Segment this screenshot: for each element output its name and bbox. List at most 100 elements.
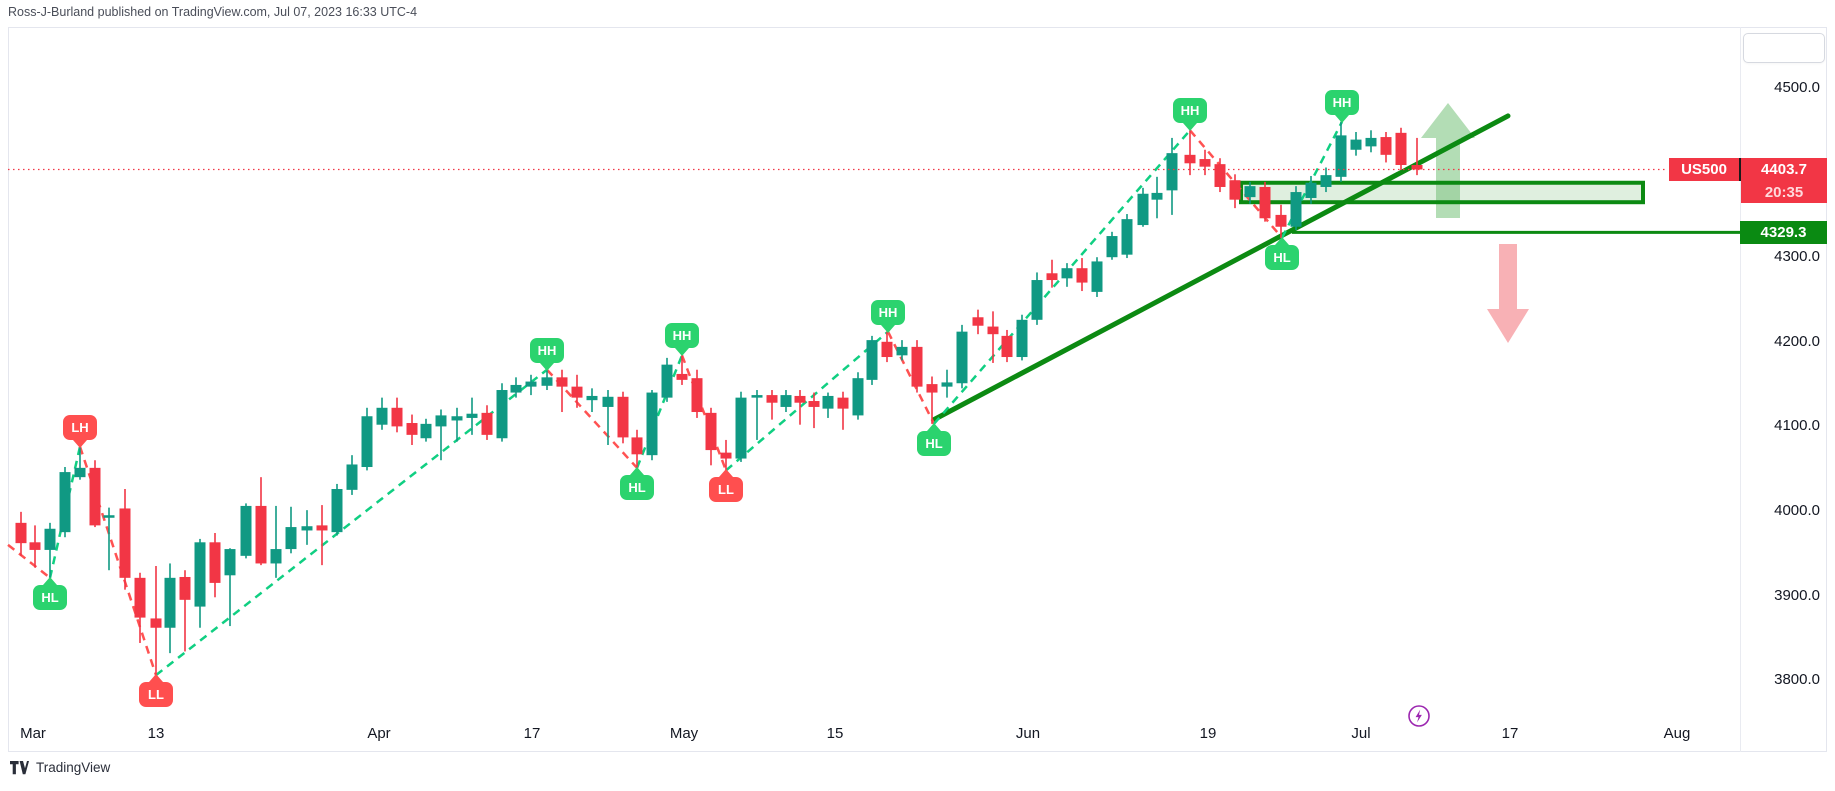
candle-body [586, 395, 598, 401]
candle-body [119, 508, 131, 578]
zigzag-segment [680, 354, 728, 471]
swing-label-lh[interactable]: LH [63, 414, 97, 448]
candle-body [510, 384, 522, 393]
swing-label-pointer [630, 466, 644, 475]
candle-body [631, 437, 643, 455]
last-price-label: US500 4403.7 [1669, 158, 1827, 181]
candle-body [556, 377, 568, 387]
swing-label-hl[interactable]: HL [917, 422, 951, 456]
candle-body [1001, 335, 1013, 358]
candle-body [316, 525, 328, 531]
candle-body [1031, 280, 1043, 320]
candle-body [15, 522, 27, 544]
candle-body [896, 346, 908, 356]
candle-body [1350, 139, 1362, 150]
candle-body [164, 577, 176, 628]
candle-body [751, 395, 763, 398]
price-tick-label: 4200.0 [1774, 332, 1820, 350]
candle-body [720, 452, 732, 459]
time-tick-label: Jun [1015, 725, 1041, 742]
candle-body [435, 415, 447, 427]
candle-body [240, 505, 252, 556]
candle-body [822, 395, 834, 409]
price-tick-label: 4000.0 [1774, 502, 1820, 519]
swing-label-hl[interactable]: HL [1265, 236, 1299, 270]
candle-body [1184, 154, 1196, 164]
candle-body [926, 384, 938, 393]
swing-label-pointer [927, 422, 941, 431]
bar-countdown: 20:35 [1741, 181, 1827, 203]
candle-body [466, 413, 478, 418]
price-tick-label: 3800.0 [1774, 671, 1820, 689]
candle-body [29, 542, 41, 550]
swing-label-ll[interactable]: LL [709, 469, 743, 503]
candle-body [1290, 192, 1302, 227]
candle-body [852, 378, 864, 416]
candle-body [1395, 132, 1407, 165]
candle-body [1199, 159, 1211, 167]
candle-body [866, 340, 878, 380]
candle-body [361, 416, 373, 468]
swing-label-pointer [1183, 123, 1197, 132]
tradingview-logo[interactable]: TradingView [10, 760, 110, 775]
candle-body [541, 377, 553, 386]
candle-body [391, 407, 403, 427]
candle-body [1061, 268, 1073, 279]
candle-body [1365, 137, 1377, 147]
price-tick-label: 4100.0 [1774, 417, 1820, 435]
candle-body [420, 423, 432, 439]
candle-body [74, 467, 86, 478]
candle-body [972, 317, 984, 326]
swing-label-hl[interactable]: HL [33, 576, 67, 610]
time-tick-label: 19 [1199, 725, 1217, 742]
supply-zone[interactable] [1239, 180, 1645, 205]
candle-body [837, 397, 849, 409]
candle-body [1244, 186, 1256, 198]
candle-body [808, 401, 820, 407]
lightning-icon[interactable] [1407, 704, 1431, 728]
swing-label-pointer [43, 576, 57, 585]
candle-body [691, 378, 703, 413]
candle-body [1214, 164, 1226, 187]
swing-label-pointer [675, 348, 689, 357]
swing-label-pointer [73, 439, 87, 448]
swing-label-hh[interactable]: HH [1325, 89, 1359, 123]
swing-label-hh[interactable]: HH [871, 299, 905, 333]
swing-label-hh[interactable]: HH [1173, 98, 1207, 132]
zigzag-segment [78, 446, 158, 676]
candle-body [1046, 273, 1058, 281]
candle-body [602, 396, 614, 407]
candle-body [255, 505, 267, 564]
price-scale-separator [1740, 27, 1741, 752]
candle-body [150, 618, 162, 628]
candle-body [676, 373, 688, 380]
zigzag-segment [886, 331, 936, 425]
candle-body [331, 489, 343, 533]
candle-body [1121, 219, 1133, 255]
trendline[interactable] [931, 113, 1511, 423]
candle-body [1137, 193, 1149, 226]
tradingview-logo-text: TradingView [36, 760, 111, 775]
zigzag-segment [933, 129, 1191, 425]
time-tick-label: 15 [826, 725, 844, 742]
candle-body [346, 464, 358, 490]
candle-body [571, 386, 583, 398]
swing-label-hh[interactable]: HH [665, 323, 699, 357]
swing-label-hh[interactable]: HH [530, 337, 564, 371]
candle-body [103, 515, 115, 518]
candle-body [881, 341, 893, 358]
swing-label-hl[interactable]: HL [620, 466, 654, 500]
time-tick-label: Mar [20, 725, 46, 742]
swing-label-ll[interactable]: LL [139, 674, 173, 708]
candle-body [59, 472, 71, 533]
candle-body [617, 396, 629, 438]
price-label-divider [1739, 158, 1741, 181]
big-down-arrow [1487, 244, 1529, 343]
candle-body [44, 528, 56, 550]
price-tick-label: 3900.0 [1774, 586, 1820, 604]
candle-body [209, 542, 221, 583]
candle-body [766, 395, 778, 403]
zigzag-segment [635, 354, 684, 469]
candle-body [285, 527, 297, 550]
